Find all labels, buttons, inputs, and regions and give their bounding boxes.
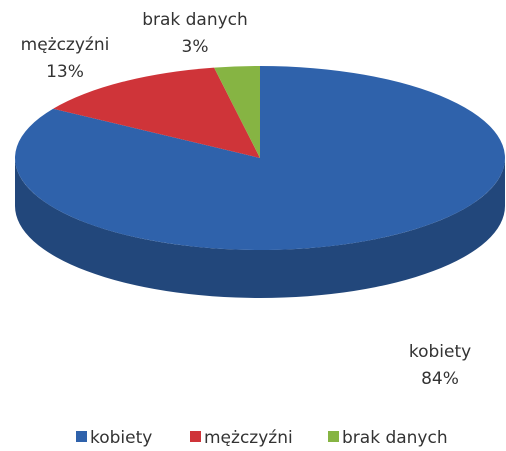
slice-value-label: 84% — [421, 369, 459, 389]
legend-label: brak danych — [342, 428, 448, 448]
legend-label: mężczyźni — [204, 428, 293, 448]
legend-label: kobiety — [90, 428, 152, 448]
slice-label: kobiety — [409, 342, 471, 362]
slice-label: mężczyźni — [21, 35, 110, 55]
slice-value-label: 3% — [182, 37, 209, 57]
pie-slice — [53, 67, 260, 158]
legend-swatch — [190, 431, 201, 442]
slice-label: brak danych — [142, 10, 248, 30]
pie-slice — [14, 66, 505, 251]
legend-swatch — [328, 431, 339, 442]
slice-value-label: 13% — [46, 62, 84, 82]
legend-swatch — [76, 431, 87, 442]
pie-slice — [214, 66, 260, 158]
pie-side — [15, 158, 505, 298]
